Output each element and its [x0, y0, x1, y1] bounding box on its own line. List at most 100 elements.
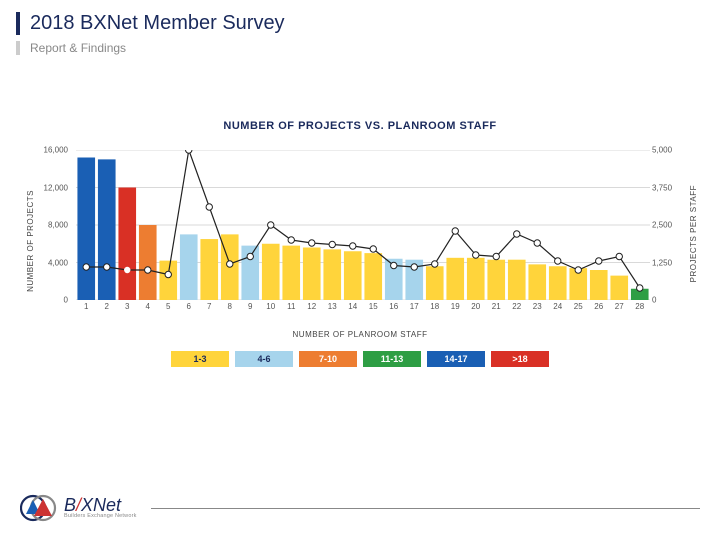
bar	[528, 264, 546, 300]
x-tick: 20	[471, 302, 480, 311]
line-marker	[104, 264, 110, 270]
line-marker	[493, 253, 499, 259]
bar	[344, 251, 362, 300]
logo-letter-x: X	[81, 495, 93, 515]
x-tick: 27	[615, 302, 624, 311]
bar	[118, 188, 136, 301]
x-tick: 1	[84, 302, 88, 311]
chart-region: NUMBER OF PROJECTS VS. PLANROOM STAFF NU…	[30, 120, 690, 380]
plot-container: NUMBER OF PROJECTS PROJECTS PER STAFF 04…	[30, 150, 690, 320]
bar	[159, 261, 177, 300]
footer: B/XNet Builders Exchange Network	[20, 494, 700, 522]
x-tick: 11	[287, 302, 295, 311]
page-subtitle: Report & Findings	[30, 41, 720, 55]
bar	[549, 266, 567, 300]
x-tick: 12	[307, 302, 316, 311]
x-tick: 15	[369, 302, 378, 311]
x-tick: 5	[166, 302, 170, 311]
x-tick: 13	[328, 302, 337, 311]
bar	[364, 253, 382, 300]
bar	[77, 158, 95, 301]
y-right-tick: 3,750	[652, 183, 692, 192]
line-marker	[616, 253, 622, 259]
bar	[262, 244, 280, 300]
line-marker	[473, 252, 479, 258]
line-marker	[514, 231, 520, 237]
x-tick: 17	[410, 302, 419, 311]
y-right-tick: 1,250	[652, 258, 692, 267]
y-left-tick: 0	[28, 296, 68, 305]
line-marker	[555, 258, 561, 264]
x-tick: 14	[348, 302, 357, 311]
page-title: 2018 BXNet Member Survey	[30, 12, 720, 35]
line-marker	[309, 240, 315, 246]
x-tick: 26	[594, 302, 603, 311]
x-tick: 25	[574, 302, 583, 311]
y-right-tick: 5,000	[652, 146, 692, 155]
x-tick: 23	[533, 302, 542, 311]
x-tick: 6	[187, 302, 191, 311]
subtitle-accent-bar: Report & Findings	[16, 41, 720, 55]
x-tick: 22	[512, 302, 521, 311]
y-right-axis-label: PROJECTS PER STAFF	[689, 185, 698, 282]
bar	[98, 159, 116, 300]
legend-chip: 14-17	[427, 351, 485, 367]
line-marker	[145, 267, 151, 273]
line-marker	[268, 222, 274, 228]
line-marker	[227, 261, 233, 267]
legend-chip: 1-3	[171, 351, 229, 367]
logo-mark-icon	[20, 494, 62, 522]
x-tick: 4	[146, 302, 150, 311]
line-marker	[391, 262, 397, 268]
x-tick: 10	[266, 302, 275, 311]
logo-text: B/XNet Builders Exchange Network	[64, 496, 137, 520]
x-tick: 3	[125, 302, 129, 311]
line-marker	[206, 204, 212, 210]
chart-svg	[76, 150, 650, 300]
x-tick: 8	[228, 302, 232, 311]
logo-net: Net	[93, 495, 121, 515]
line-marker	[186, 150, 192, 153]
bar	[610, 276, 628, 300]
y-right-ticks: 01,2502,5003,7505,000	[646, 150, 690, 300]
y-left-tick: 16,000	[28, 146, 68, 155]
legend-chip: 4-6	[235, 351, 293, 367]
legend-chip: >18	[491, 351, 549, 367]
title-accent-bar: 2018 BXNet Member Survey	[16, 12, 720, 35]
plot-area	[76, 150, 650, 300]
bar	[467, 258, 485, 300]
logo-wordmark: B/XNet	[64, 496, 137, 514]
bar	[282, 246, 300, 300]
logo: B/XNet Builders Exchange Network	[20, 494, 137, 522]
bar	[180, 234, 198, 300]
bar	[200, 239, 218, 300]
line-marker	[124, 267, 130, 273]
line-marker	[534, 240, 540, 246]
y-left-tick: 8,000	[28, 221, 68, 230]
x-tick: 16	[389, 302, 398, 311]
line-marker	[432, 261, 438, 267]
line-marker	[637, 285, 643, 291]
y-right-tick: 0	[652, 296, 692, 305]
x-tick: 28	[635, 302, 644, 311]
logo-tagline: Builders Exchange Network	[64, 514, 137, 520]
x-tick: 7	[207, 302, 211, 311]
y-left-ticks: 04,0008,00012,00016,000	[30, 150, 74, 300]
footer-divider	[151, 508, 700, 509]
x-tick: 2	[105, 302, 109, 311]
line-marker	[411, 264, 417, 270]
y-right-tick: 2,500	[652, 221, 692, 230]
y-left-tick: 4,000	[28, 258, 68, 267]
line-marker	[247, 253, 253, 259]
bar	[426, 266, 444, 300]
x-ticks: 1234567891011121314151617181920212223242…	[76, 302, 650, 316]
bar	[323, 249, 341, 300]
line-marker	[165, 271, 171, 277]
line-marker	[83, 264, 89, 270]
line-marker	[288, 237, 294, 243]
line-marker	[350, 243, 356, 249]
bar	[303, 248, 321, 301]
line-marker	[452, 228, 458, 234]
logo-letter-b: B	[64, 495, 76, 515]
line-marker	[329, 241, 335, 247]
